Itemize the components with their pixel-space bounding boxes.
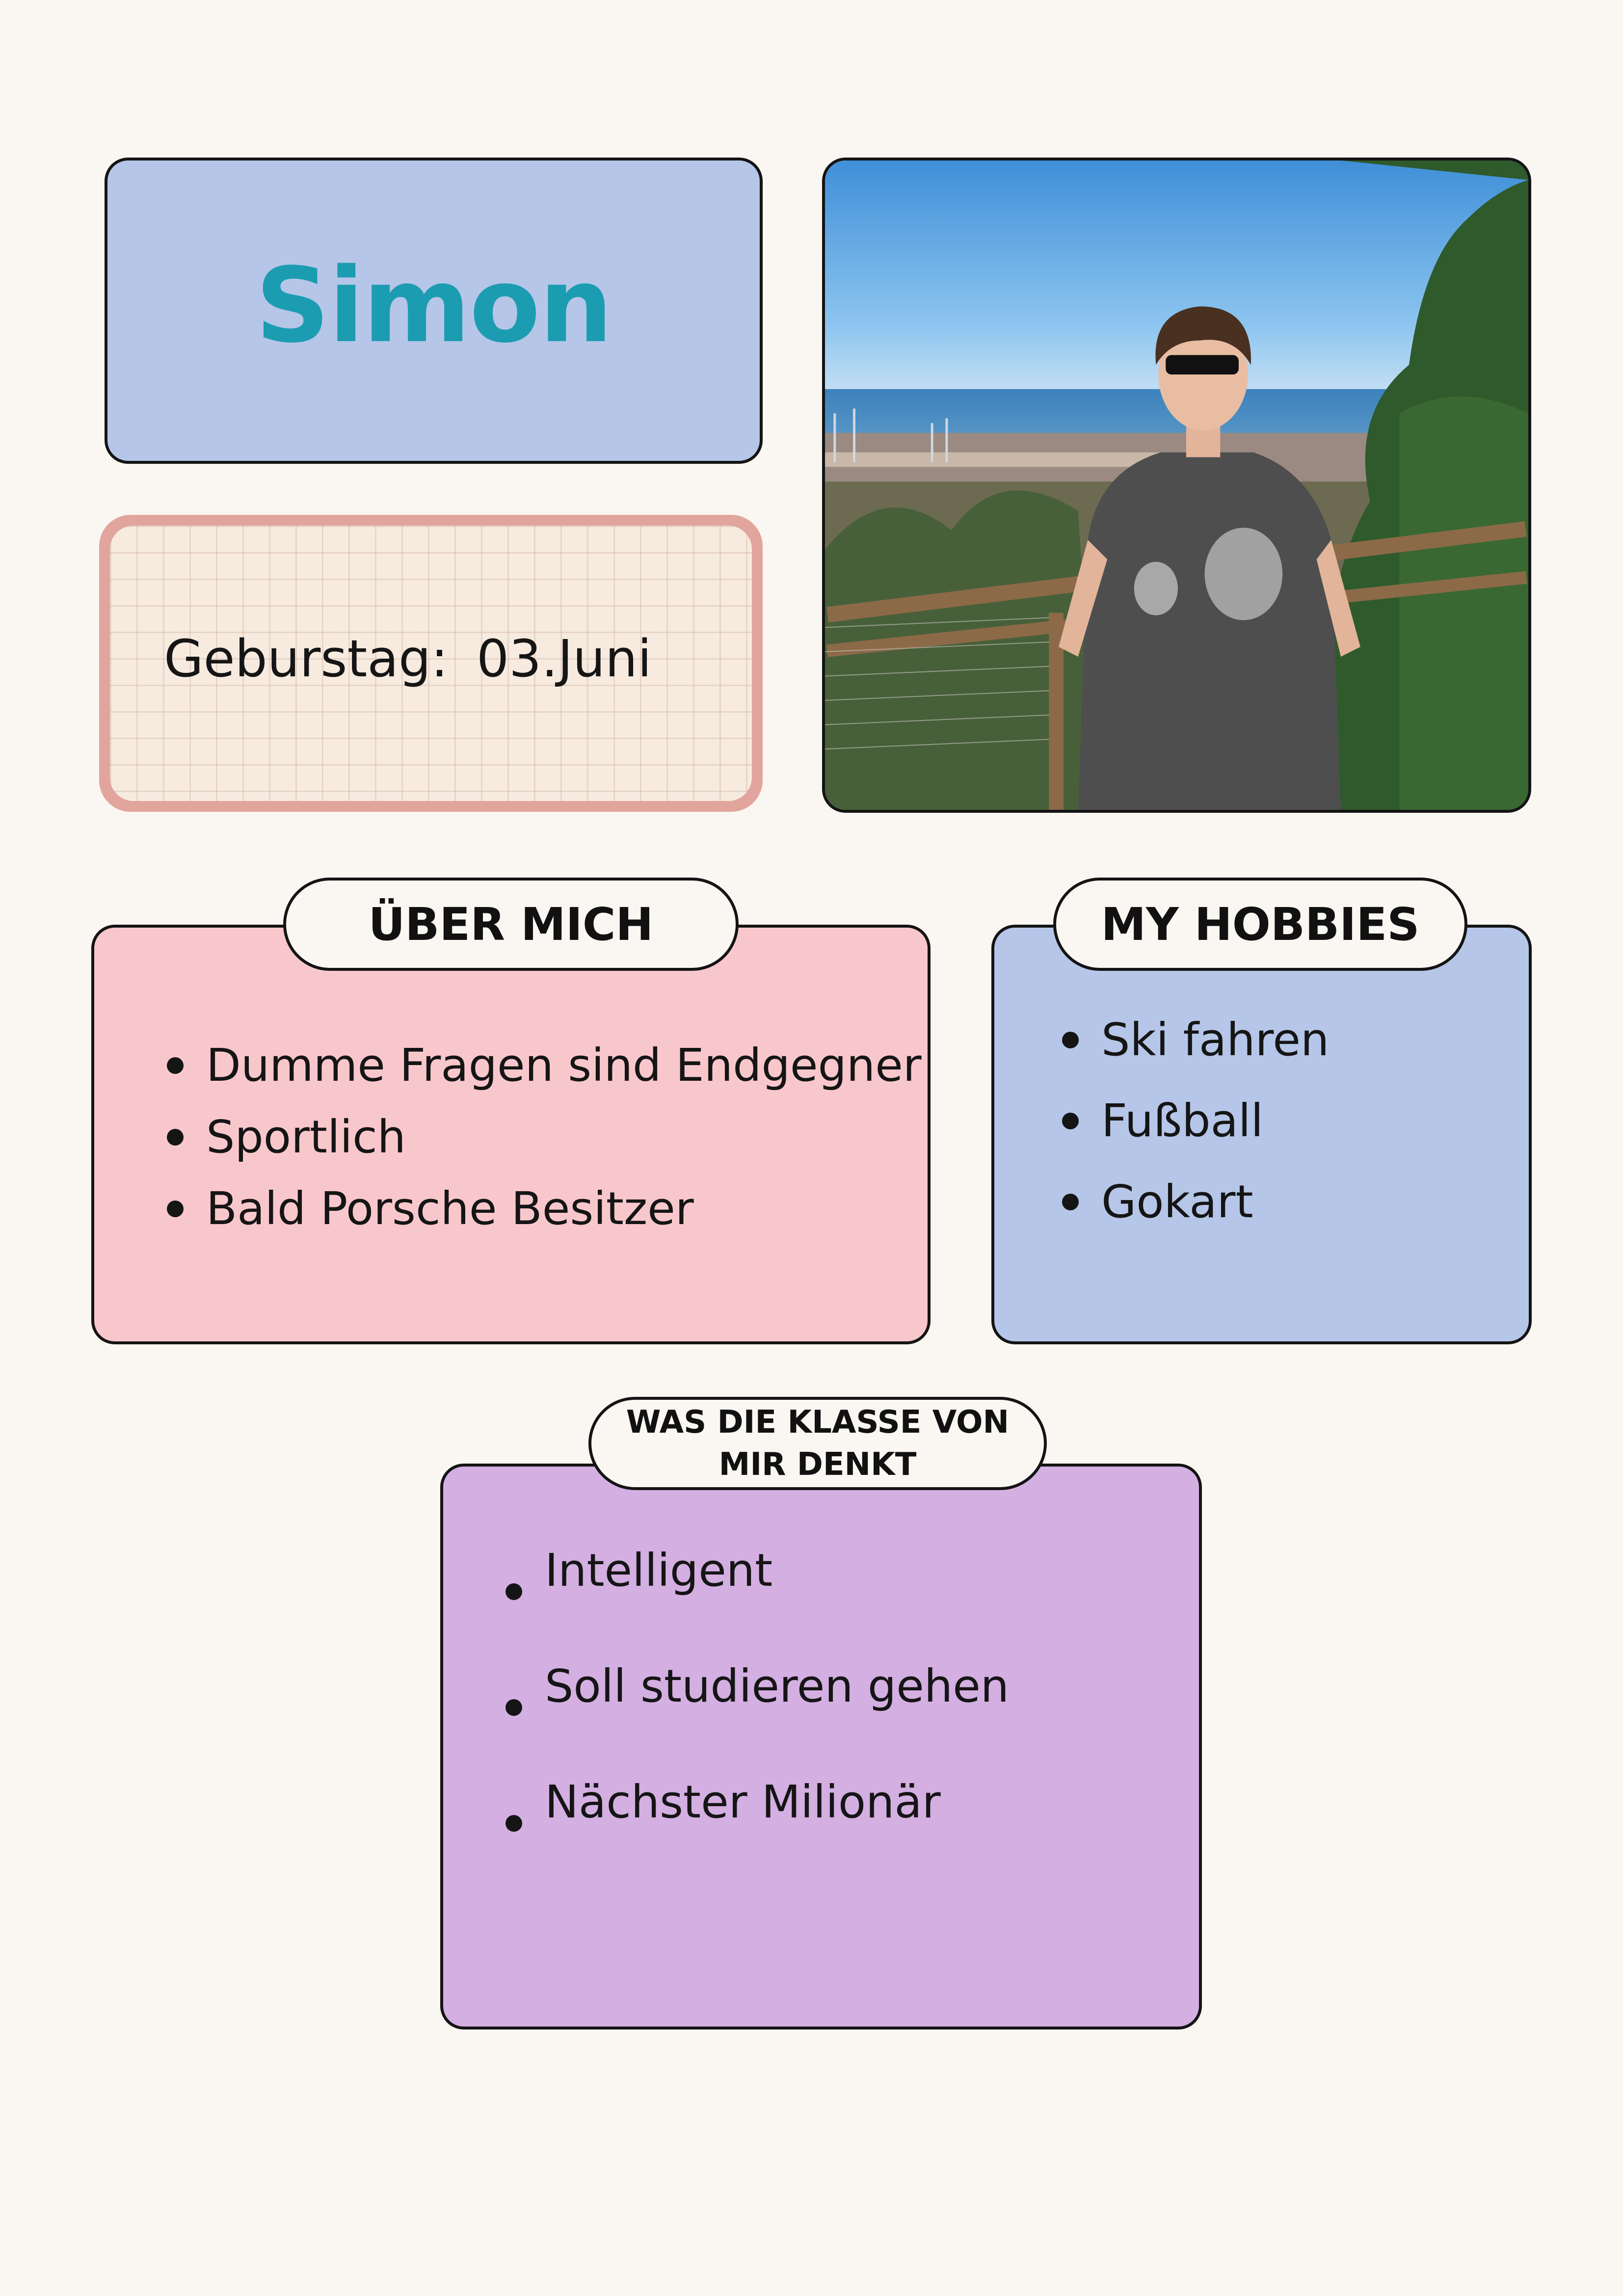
class-opinion-list: Intelligent Soll studieren gehen Nächste… [506, 1534, 1009, 1881]
class-opinion-card [440, 1464, 1202, 2029]
list-item: Dumme Fragen sind Endgegner [167, 1030, 922, 1101]
about-list: Dumme Fragen sind Endgegner Sportlich Ba… [167, 1030, 922, 1245]
list-item: Bald Porsche Besitzer [167, 1173, 922, 1245]
profile-name: Simon [255, 245, 613, 366]
about-card [91, 925, 931, 1344]
list-item: Sportlich [167, 1101, 922, 1173]
birthday-label: Geburstag: [164, 628, 449, 689]
birthday-value: 03.Juni [477, 628, 652, 689]
about-heading: ÜBER MICH [283, 878, 739, 971]
birthday-panel: Geburstag: 03.Juni [110, 526, 752, 801]
hobbies-heading: MY HOBBIES [1053, 878, 1467, 971]
name-card: Simon [105, 158, 763, 464]
class-opinion-heading: WAS DIE KLASSE VON MIR DENKT [588, 1397, 1047, 1490]
hobbies-card [991, 925, 1532, 1344]
list-item: Soll studieren gehen [506, 1650, 1009, 1765]
portrait-photo-illustration [825, 160, 1528, 810]
list-item: Intelligent [506, 1534, 1009, 1650]
list-item: Ski fahren [1062, 999, 1329, 1080]
list-item: Fußball [1062, 1080, 1329, 1161]
list-item: Gokart [1062, 1161, 1329, 1242]
list-item: Nächster Milionär [506, 1765, 1009, 1881]
birthday-card: Geburstag: 03.Juni [99, 515, 763, 812]
hobbies-list: Ski fahren Fußball Gokart [1062, 999, 1329, 1242]
person-figure [1059, 306, 1360, 810]
portrait-photo [822, 158, 1531, 813]
